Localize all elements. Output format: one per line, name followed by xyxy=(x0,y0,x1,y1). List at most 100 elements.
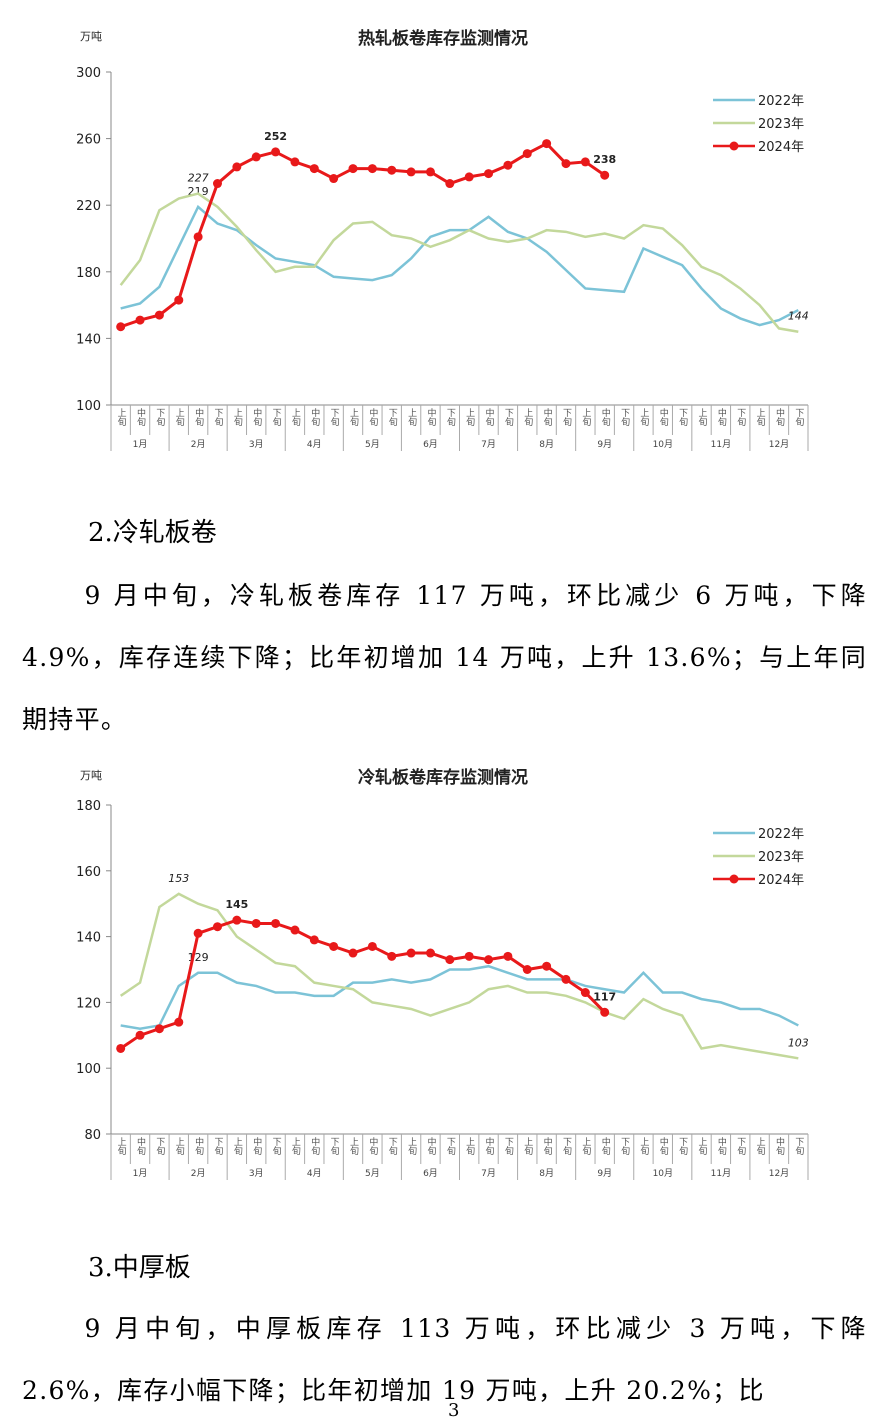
x-tick-label: 中旬 xyxy=(251,407,262,427)
section-heading: 2.冷轧板卷 xyxy=(88,518,217,548)
x-tick-label: 中旬 xyxy=(716,407,727,427)
data-point xyxy=(387,165,397,175)
section-heading: 3.中厚板 xyxy=(88,1253,191,1283)
x-tick-label: 中旬 xyxy=(193,1136,204,1156)
data-point xyxy=(348,164,358,174)
series-line xyxy=(119,192,799,333)
x-tick-label: 下旬 xyxy=(619,1137,630,1156)
series-line xyxy=(119,892,799,1060)
x-tick-label: 中旬 xyxy=(193,407,204,427)
data-point xyxy=(290,157,300,167)
x-tick-label: 中旬 xyxy=(425,407,436,427)
data-point xyxy=(116,322,126,332)
data-point xyxy=(522,149,532,159)
data-point xyxy=(406,167,416,177)
data-point xyxy=(329,941,339,951)
y-tick-label: 220 xyxy=(76,199,101,214)
x-tick-label: 中旬 xyxy=(425,1136,436,1156)
x-tick-label: 中旬 xyxy=(251,1136,262,1156)
y-tick-label: 100 xyxy=(76,1062,101,1077)
legend-label: 2024年 xyxy=(758,873,804,888)
month-label: 12月 xyxy=(769,1168,789,1179)
data-point xyxy=(425,167,435,177)
x-tick-label: 中旬 xyxy=(367,1136,378,1156)
data-point xyxy=(193,232,203,242)
x-tick-label: 下旬 xyxy=(503,408,514,427)
data-point xyxy=(251,918,261,928)
x-tick-label: 中旬 xyxy=(135,407,146,427)
legend-marker xyxy=(729,874,739,884)
x-tick-label: 下旬 xyxy=(212,1137,223,1156)
month-label: 5月 xyxy=(365,439,380,450)
month-label: 1月 xyxy=(133,1168,148,1179)
month-label: 9月 xyxy=(597,439,612,450)
x-tick-label: 下旬 xyxy=(503,1137,514,1156)
x-tick-label: 中旬 xyxy=(309,1136,320,1156)
data-point xyxy=(580,157,590,167)
data-point xyxy=(367,164,377,174)
paragraph: 9 月中旬，中厚板库存 113 万吨，环比减少 3 万吨，下降 2.6%，库存小… xyxy=(22,1314,867,1405)
page-number: 3 xyxy=(448,1400,460,1421)
x-tick-label: 上旬 xyxy=(522,1137,533,1156)
data-point xyxy=(522,965,532,974)
value-label: 153 xyxy=(168,872,189,885)
data-point xyxy=(406,948,416,958)
data-point xyxy=(232,915,242,925)
month-label: 7月 xyxy=(481,439,496,450)
y-tick-label: 140 xyxy=(76,931,101,946)
x-tick-label: 中旬 xyxy=(135,1136,146,1156)
value-label: 238 xyxy=(593,153,616,166)
x-tick-label: 上旬 xyxy=(580,408,591,427)
data-point xyxy=(600,1007,610,1017)
data-point xyxy=(580,988,590,998)
x-tick-label: 下旬 xyxy=(793,408,804,427)
month-label: 2月 xyxy=(191,439,206,450)
x-tick-label: 上旬 xyxy=(464,1137,475,1156)
x-tick-label: 下旬 xyxy=(271,408,282,427)
data-point xyxy=(232,162,242,172)
legend-label: 2022年 xyxy=(758,827,804,842)
series-line xyxy=(119,918,606,1050)
x-tick-label: 下旬 xyxy=(445,408,456,427)
data-point xyxy=(561,974,571,984)
x-tick-label: 中旬 xyxy=(716,1136,727,1156)
month-label: 8月 xyxy=(539,439,554,450)
x-tick-label: 上旬 xyxy=(406,408,417,427)
month-label: 3月 xyxy=(249,1168,264,1179)
x-tick-label: 上旬 xyxy=(290,1137,301,1156)
x-tick-label: 上旬 xyxy=(232,408,243,427)
y-tick-label: 160 xyxy=(76,865,101,880)
x-tick-label: 上旬 xyxy=(348,1137,359,1156)
x-tick-label: 中旬 xyxy=(484,1136,495,1156)
chart: 冷轧板卷库存监测情况万吨80100120140160180上旬 中旬 下旬 上旬 中旬下… xyxy=(76,767,809,1180)
x-tick-label: 上旬 xyxy=(697,1137,708,1156)
legend-label: 2023年 xyxy=(758,850,804,865)
month-label: 7月 xyxy=(481,1168,496,1179)
data-point xyxy=(503,160,513,170)
y-tick-label: 260 xyxy=(76,133,101,148)
data-point xyxy=(251,152,261,162)
month-label: 2月 xyxy=(191,1168,206,1179)
chart-title: 冷轧板卷库存监测情况 xyxy=(358,767,528,788)
data-point xyxy=(542,961,552,971)
data-point xyxy=(154,1024,164,1034)
x-tick-label: 下旬 xyxy=(561,408,572,427)
x-tick-label: 上旬 xyxy=(406,1137,417,1156)
data-point xyxy=(464,951,474,961)
data-point xyxy=(212,179,222,189)
x-tick-label: 下旬 xyxy=(271,1137,282,1156)
month-label: 10月 xyxy=(653,439,673,450)
x-tick-label: 下旬 xyxy=(212,408,223,427)
x-tick-label: 下旬 xyxy=(677,1137,688,1156)
legend-label: 2024年 xyxy=(758,140,804,155)
legend-label: 2022年 xyxy=(758,94,804,109)
x-tick-label: 下旬 xyxy=(735,408,746,427)
data-point xyxy=(174,1017,184,1027)
x-tick-label: 上旬 xyxy=(116,408,127,427)
data-point xyxy=(425,948,435,958)
x-tick-label: 上旬 xyxy=(116,1137,127,1156)
chart-title: 热轧板卷库存监测情况 xyxy=(358,28,528,49)
x-tick-label: 下旬 xyxy=(735,1137,746,1156)
data-point xyxy=(367,941,377,951)
legend-label: 2023年 xyxy=(758,117,804,132)
